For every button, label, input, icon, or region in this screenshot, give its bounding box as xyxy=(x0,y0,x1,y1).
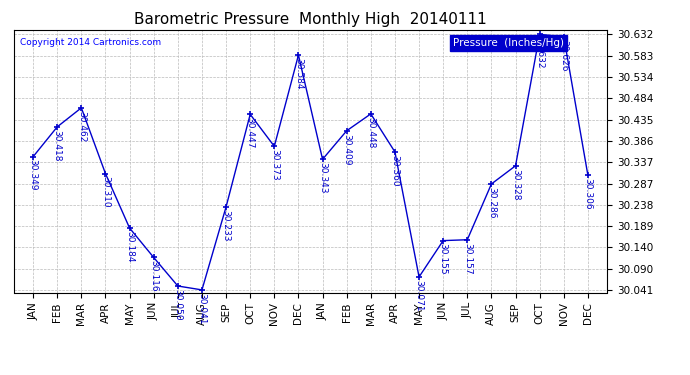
Text: Pressure  (Inches/Hg): Pressure (Inches/Hg) xyxy=(453,38,564,48)
Text: 30.418: 30.418 xyxy=(52,130,61,161)
Text: 30.155: 30.155 xyxy=(439,243,448,275)
Text: 30.310: 30.310 xyxy=(101,176,110,208)
Text: 30.328: 30.328 xyxy=(511,169,520,200)
Text: 30.626: 30.626 xyxy=(560,40,569,71)
Text: 30.071: 30.071 xyxy=(415,280,424,311)
Text: 30.306: 30.306 xyxy=(584,178,593,210)
Title: Barometric Pressure  Monthly High  20140111: Barometric Pressure Monthly High 2014011… xyxy=(134,12,487,27)
Text: 30.462: 30.462 xyxy=(77,111,86,142)
Text: 30.184: 30.184 xyxy=(125,231,134,262)
Text: 30.409: 30.409 xyxy=(342,134,351,165)
Text: 30.233: 30.233 xyxy=(221,210,230,241)
Text: 30.373: 30.373 xyxy=(270,149,279,181)
Text: 30.360: 30.360 xyxy=(391,155,400,186)
Text: 30.584: 30.584 xyxy=(294,58,303,89)
Text: 30.116: 30.116 xyxy=(149,260,158,292)
Text: 30.157: 30.157 xyxy=(463,243,472,274)
Text: 30.448: 30.448 xyxy=(366,117,375,148)
Text: Copyright 2014 Cartronics.com: Copyright 2014 Cartronics.com xyxy=(20,38,161,47)
Text: 30.632: 30.632 xyxy=(535,37,544,69)
Text: 30.286: 30.286 xyxy=(487,187,496,218)
Text: 30.343: 30.343 xyxy=(318,162,327,194)
Text: 30.349: 30.349 xyxy=(28,159,37,191)
Text: 30.050: 30.050 xyxy=(173,289,182,320)
Text: 30.041: 30.041 xyxy=(197,292,206,324)
Text: 30.447: 30.447 xyxy=(246,117,255,148)
